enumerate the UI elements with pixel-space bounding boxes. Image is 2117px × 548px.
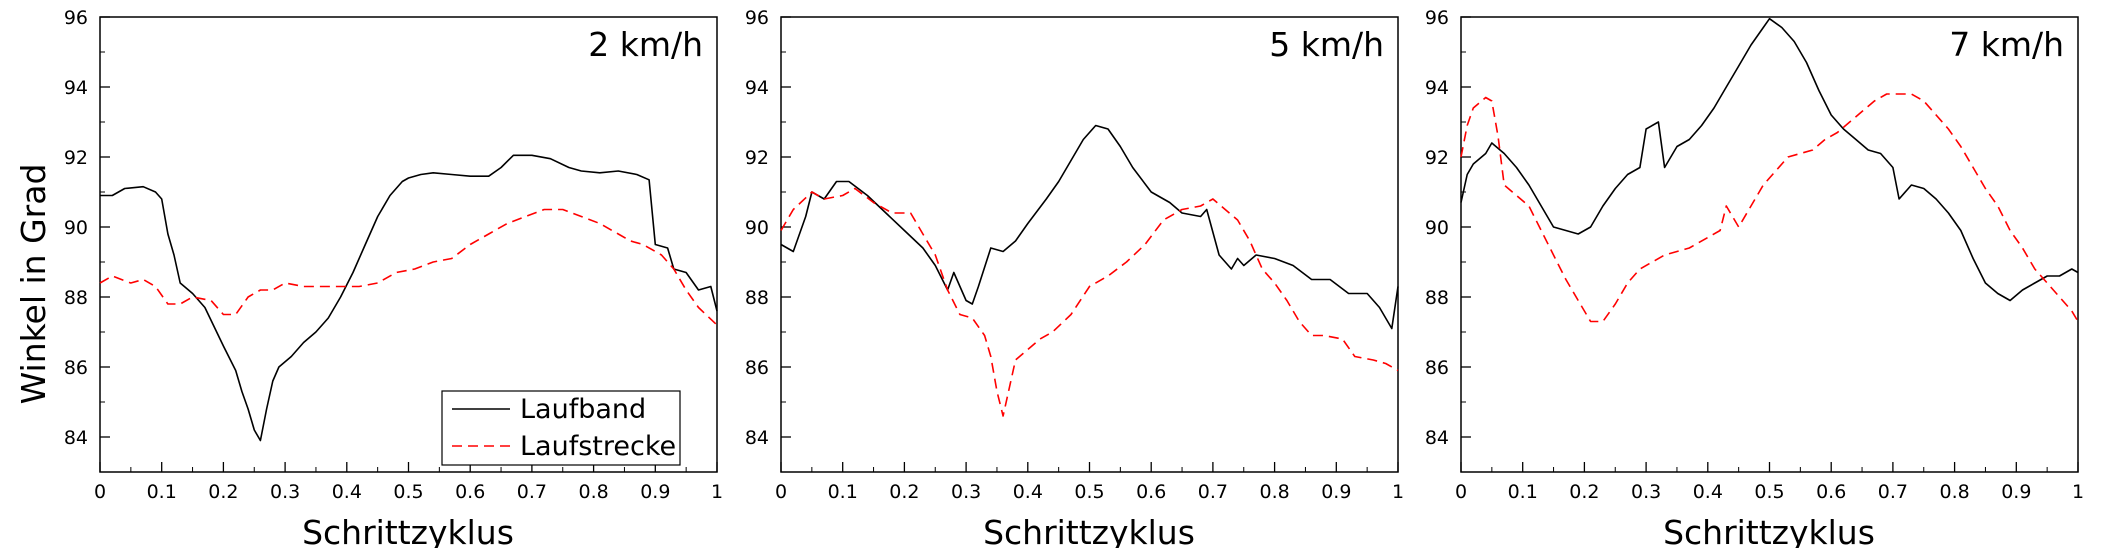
- y-tick-label: 90: [745, 217, 769, 239]
- x-tick-label: 1: [1392, 481, 1404, 503]
- x-tick-label: 1: [711, 481, 723, 503]
- x-tick-label: 1: [2072, 481, 2084, 503]
- legend-label-laufband: Laufband: [520, 394, 646, 425]
- series-line-laufband: [1460, 17, 2079, 302]
- y-tick-label: 90: [1425, 217, 1449, 239]
- y-tick-label: 96: [1425, 7, 1449, 29]
- x-tick-label: 0.2: [889, 481, 919, 503]
- x-tick-label: 0.7: [1878, 481, 1908, 503]
- x-tick-label: 0.8: [1259, 481, 1289, 503]
- x-tick-label: 0.3: [951, 481, 981, 503]
- y-tick-label: 84: [1425, 427, 1449, 449]
- y-axis-title: Winkel in Grad: [14, 164, 53, 405]
- plot-frame: [1460, 16, 2079, 473]
- x-tick-label: 0.2: [208, 481, 238, 503]
- x-tick-label: 0.3: [270, 481, 300, 503]
- x-axis-title: Schrittzyklus: [302, 513, 514, 548]
- panel-title: 2 km/h: [588, 25, 703, 64]
- plot-frame: [780, 16, 1399, 473]
- x-tick-label: 0.2: [1569, 481, 1599, 503]
- x-tick-label: 0.8: [578, 481, 608, 503]
- x-tick-label: 0: [1455, 481, 1467, 503]
- x-tick-label: 0.8: [1939, 481, 1969, 503]
- x-tick-label: 0: [775, 481, 787, 503]
- x-tick-label: 0.7: [1198, 481, 1228, 503]
- x-tick-label: 0.6: [1136, 481, 1166, 503]
- y-tick-label: 88: [1425, 287, 1449, 309]
- series-line-laufstrecke: [780, 187, 1399, 417]
- x-tick-label: 0.5: [1754, 481, 1784, 503]
- x-tick-label: 0.1: [828, 481, 858, 503]
- y-tick-label: 86: [745, 357, 769, 379]
- panel-title: 7 km/h: [1949, 25, 2064, 64]
- y-tick-label: 90: [64, 217, 88, 239]
- chart-panel-7kmh: 0 0.1 0.2 0.3 0.4 0.5 0.6 0.7 0.8 0.9 1 84 86 88 90 92 9…: [1425, 7, 2084, 548]
- chart-panel-5kmh: 0 0.1 0.2 0.3 0.4 0.5 0.6 0.7 0.8 0.9 1 84 86 88 90 92 9…: [745, 7, 1404, 548]
- y-tick-label: 94: [1425, 77, 1449, 99]
- x-tick-label: 0.7: [517, 481, 547, 503]
- y-tick-label: 86: [1425, 357, 1449, 379]
- x-tick-label: 0.4: [1693, 481, 1723, 503]
- x-tick-label: 0.9: [640, 481, 670, 503]
- legend: Laufband Laufstrecke: [441, 390, 681, 466]
- x-tick-label: 0.1: [1508, 481, 1538, 503]
- y-tick-label: 94: [745, 77, 769, 99]
- chart-panel-2kmh: 0 0.1 0.2 0.3 0.4 0.5 0.6 0.7 0.8 0.9 1 84 86 88 90 92 9…: [64, 7, 723, 548]
- legend-box: [441, 390, 681, 466]
- series-line-laufband: [780, 124, 1399, 330]
- y-tick-label: 96: [64, 7, 88, 29]
- series-line-laufstrecke: [99, 208, 718, 326]
- y-tick-label: 88: [745, 287, 769, 309]
- y-tick-label: 84: [745, 427, 769, 449]
- y-tick-label: 88: [64, 287, 88, 309]
- x-tick-label: 0.3: [1631, 481, 1661, 503]
- series-line-laufstrecke: [1460, 93, 2079, 323]
- y-tick-label: 96: [745, 7, 769, 29]
- x-tick-label: 0.6: [1816, 481, 1846, 503]
- x-tick-label: 0.6: [455, 481, 485, 503]
- y-tick-label: 92: [1425, 147, 1449, 169]
- x-axis-title: Schrittzyklus: [1663, 513, 1875, 548]
- x-tick-label: 0.9: [2001, 481, 2031, 503]
- x-tick-label: 0.1: [147, 481, 177, 503]
- x-axis-title: Schrittzyklus: [983, 513, 1195, 548]
- y-tick-label: 92: [64, 147, 88, 169]
- x-tick-label: 0.5: [1074, 481, 1104, 503]
- x-tick-label: 0.4: [332, 481, 362, 503]
- panel-title: 5 km/h: [1269, 25, 1384, 64]
- x-tick-label: 0.5: [393, 481, 423, 503]
- y-tick-label: 94: [64, 77, 88, 99]
- y-tick-label: 86: [64, 357, 88, 379]
- x-tick-label: 0.9: [1321, 481, 1351, 503]
- y-tick-label: 84: [64, 427, 88, 449]
- series-line-laufband: [100, 154, 718, 442]
- legend-label-laufstrecke: Laufstrecke: [520, 431, 676, 462]
- x-tick-label: 0.4: [1013, 481, 1043, 503]
- y-tick-label: 92: [745, 147, 769, 169]
- x-tick-label: 0: [94, 481, 106, 503]
